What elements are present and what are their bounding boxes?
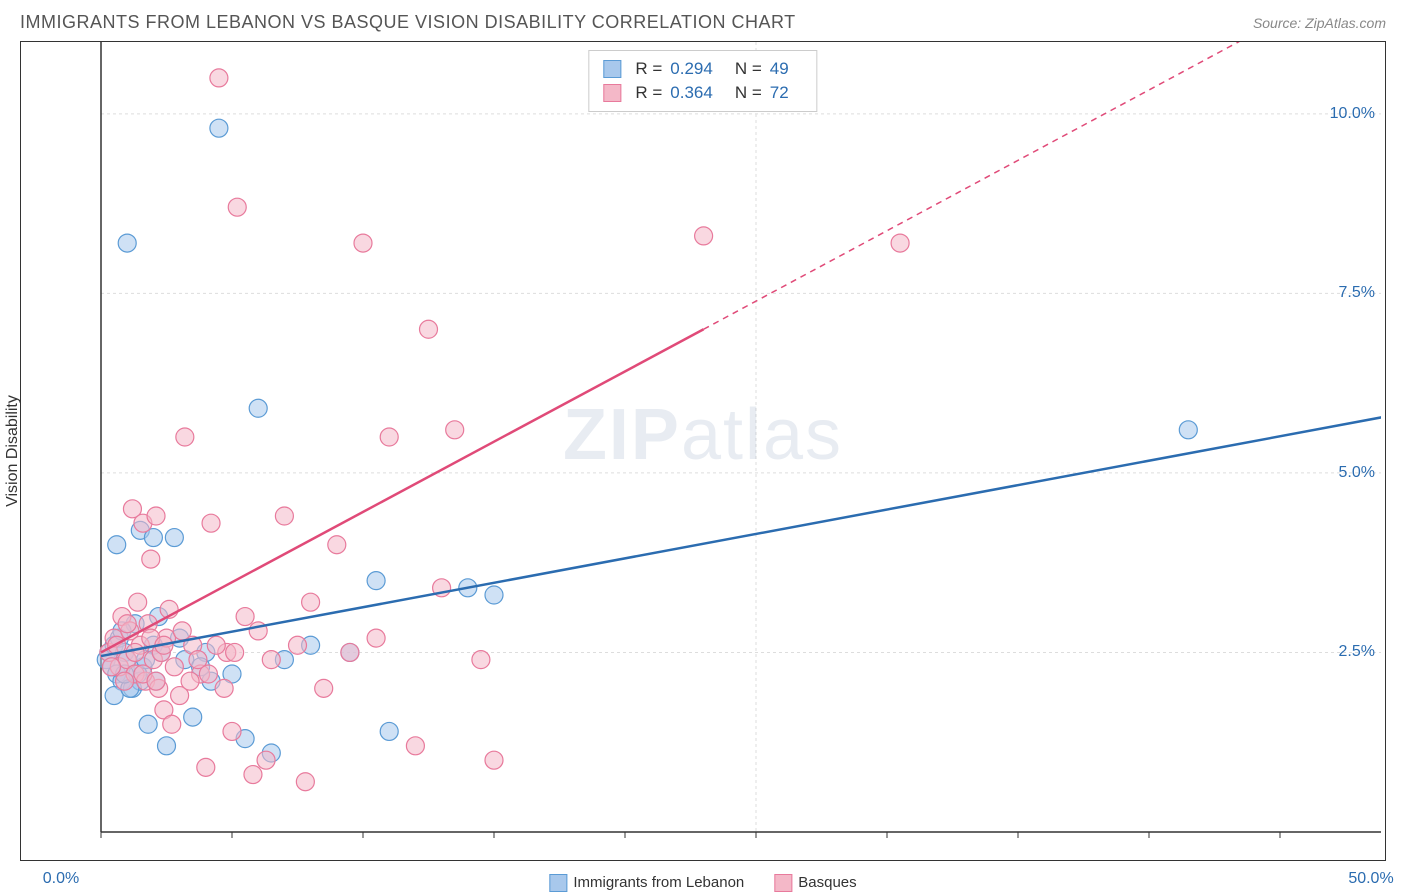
legend-label: Basques xyxy=(798,874,856,891)
n-label: N = xyxy=(735,83,762,103)
y-tick-label: 7.5% xyxy=(1339,284,1375,302)
chart-header: IMMIGRANTS FROM LEBANON VS BASQUE VISION… xyxy=(0,0,1406,41)
legend-item: Immigrants from Lebanon xyxy=(549,874,744,892)
r-value: 0.364 xyxy=(670,83,713,103)
r-label: R = xyxy=(635,83,662,103)
x-tick-label: 50.0% xyxy=(1348,870,1393,888)
chart-title: IMMIGRANTS FROM LEBANON VS BASQUE VISION… xyxy=(20,12,796,33)
r-value: 0.294 xyxy=(670,59,713,79)
y-tick-label: 10.0% xyxy=(1330,105,1375,123)
series-legend: Immigrants from Lebanon Basques xyxy=(549,874,856,892)
source-prefix: Source: xyxy=(1253,15,1305,31)
legend-swatch xyxy=(603,84,621,102)
y-tick-label: 2.5% xyxy=(1339,643,1375,661)
source-attribution: Source: ZipAtlas.com xyxy=(1253,15,1386,31)
correlation-legend-row: R = 0.294 N = 49 xyxy=(603,57,802,81)
scatter-plot-svg xyxy=(61,42,1381,862)
n-label: N = xyxy=(735,59,762,79)
source-name: ZipAtlas.com xyxy=(1305,15,1386,31)
n-value: 72 xyxy=(770,83,789,103)
n-value: 49 xyxy=(770,59,789,79)
y-axis-label: Vision Disability xyxy=(4,395,22,507)
chart-container: Vision Disability ZIPatlas R =0.294N =49… xyxy=(20,41,1386,861)
correlation-legend: R = 0.294 N = 49 R = 0.364 N = 72 xyxy=(588,50,817,112)
legend-item: Basques xyxy=(774,874,856,892)
y-tick-label: 5.0% xyxy=(1339,464,1375,482)
legend-swatch xyxy=(603,60,621,78)
legend-swatch xyxy=(774,874,792,892)
x-tick-label: 0.0% xyxy=(43,870,79,888)
r-label: R = xyxy=(635,59,662,79)
legend-swatch xyxy=(549,874,567,892)
correlation-legend-row: R = 0.364 N = 72 xyxy=(603,81,802,105)
legend-label: Immigrants from Lebanon xyxy=(573,874,744,891)
